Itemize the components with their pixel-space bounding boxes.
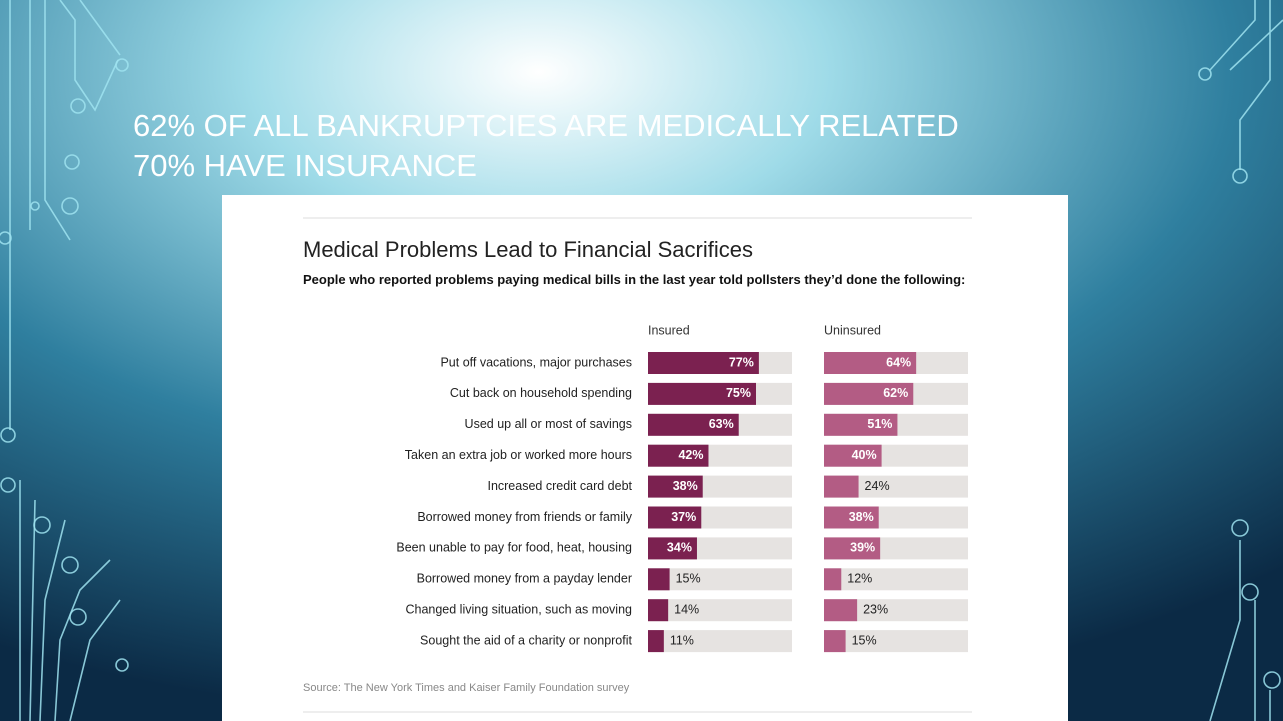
category-label: Increased credit card debt — [487, 479, 632, 493]
chart-subtitle: People who reported problems paying medi… — [303, 272, 966, 287]
value-label: 40% — [852, 448, 877, 462]
bar — [824, 568, 842, 591]
bar — [648, 352, 759, 374]
bar-track — [824, 475, 968, 498]
value-label: 64% — [886, 355, 911, 369]
value-label: 75% — [726, 386, 751, 400]
bar — [824, 444, 882, 467]
category-label: Sought the aid of a charity or nonprofit — [420, 633, 632, 647]
bar — [824, 352, 917, 374]
bar — [648, 413, 739, 436]
bar-track — [824, 568, 968, 591]
category-label: Used up all or most of savings — [465, 417, 632, 431]
bar — [824, 599, 858, 622]
legend-label: Uninsured — [824, 323, 881, 337]
slide-title: 62% OF ALL BANKRUPTCIES ARE MEDICALLY RE… — [133, 108, 959, 143]
value-label: 62% — [883, 386, 908, 400]
bar — [648, 382, 756, 405]
value-label: 63% — [709, 417, 734, 431]
value-label: 34% — [667, 541, 692, 555]
bar — [648, 568, 670, 591]
bar — [824, 413, 898, 436]
slide-title: 70% HAVE INSURANCE — [133, 148, 477, 183]
bar — [824, 382, 914, 405]
value-label: 38% — [849, 510, 874, 524]
bar-track — [648, 568, 792, 591]
category-label: Cut back on household spending — [450, 386, 632, 400]
bar — [648, 630, 664, 653]
bar — [648, 537, 697, 560]
value-label: 12% — [847, 572, 872, 586]
value-label: 15% — [676, 572, 701, 586]
bar-track — [648, 599, 792, 622]
bar-track — [648, 630, 792, 653]
bar — [648, 475, 703, 498]
category-label: Borrowed money from friends or family — [417, 510, 632, 524]
value-label: 11% — [670, 633, 694, 647]
bar — [648, 599, 669, 622]
chart-title: Medical Problems Lead to Financial Sacri… — [303, 237, 753, 262]
bar — [824, 537, 881, 560]
bar — [824, 630, 846, 653]
value-label: 77% — [729, 355, 754, 369]
category-label: Been unable to pay for food, heat, housi… — [396, 541, 632, 555]
subtitle-box: People who reported problems paying medi… — [303, 272, 966, 287]
value-label: 42% — [678, 448, 703, 462]
source: Source: The New York Times and Kaiser Fa… — [303, 682, 630, 694]
bar-track — [824, 630, 968, 653]
value-label: 38% — [673, 479, 698, 493]
value-label: 15% — [852, 633, 877, 647]
bar — [648, 444, 709, 467]
bar-track — [824, 599, 968, 622]
value-label: 23% — [863, 602, 888, 616]
value-label: 14% — [674, 602, 699, 616]
category-label: Changed living situation, such as moving — [405, 602, 632, 616]
category-label: Taken an extra job or worked more hours — [405, 448, 632, 462]
bar — [824, 475, 859, 498]
value-label: 51% — [867, 417, 892, 431]
category-label: Borrowed money from a payday lender — [417, 572, 632, 586]
value-label: 24% — [865, 479, 890, 493]
bar — [648, 506, 702, 529]
value-label: 39% — [850, 541, 875, 555]
value-label: 37% — [671, 510, 696, 524]
legend-label: Insured — [648, 323, 690, 337]
category-label: Put off vacations, major purchases — [440, 355, 632, 369]
bar — [824, 506, 879, 529]
